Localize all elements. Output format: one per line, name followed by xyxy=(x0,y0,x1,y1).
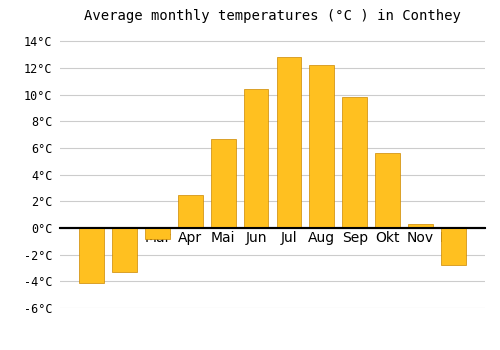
Bar xyxy=(178,195,203,228)
Bar xyxy=(441,228,466,265)
Bar xyxy=(211,139,236,228)
Bar xyxy=(244,89,268,228)
Bar xyxy=(376,153,400,228)
Bar xyxy=(310,65,334,228)
Bar xyxy=(112,228,137,272)
Bar xyxy=(80,228,104,283)
Bar xyxy=(342,97,367,228)
Bar xyxy=(145,228,170,239)
Bar xyxy=(408,224,433,228)
Title: Average monthly temperatures (°C ) in Conthey: Average monthly temperatures (°C ) in Co… xyxy=(84,9,461,23)
Bar xyxy=(276,57,301,228)
